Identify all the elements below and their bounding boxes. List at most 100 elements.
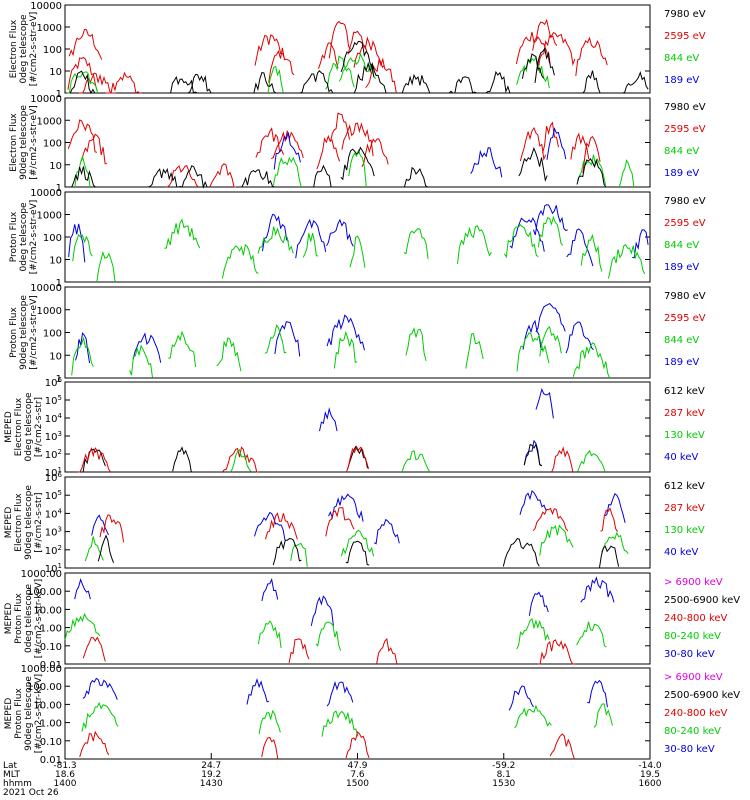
data-trace [570, 132, 590, 160]
legend-entry: 844 eV [664, 240, 699, 251]
data-trace [502, 538, 540, 567]
data-trace [345, 730, 370, 759]
legend-entry: 287 keV [664, 503, 705, 514]
data-trace [71, 336, 94, 376]
data-trace [254, 34, 285, 66]
data-trace [549, 733, 575, 760]
data-trace [340, 146, 375, 181]
data-trace [172, 446, 192, 473]
data-trace [537, 215, 564, 248]
data-trace [74, 577, 91, 600]
data-trace [326, 314, 365, 351]
data-trace [221, 244, 259, 279]
data-trace [622, 71, 649, 94]
x-tick-label: 8.1 [497, 770, 511, 780]
data-trace [261, 577, 279, 602]
data-trace [521, 53, 545, 79]
y-tick-label: 102 [45, 544, 62, 557]
data-trace [535, 302, 566, 333]
data-trace [618, 159, 635, 188]
data-trace [535, 387, 554, 419]
y-tick-label: 10 [49, 161, 62, 172]
data-trace [271, 130, 304, 160]
data-trace [347, 445, 368, 470]
y-tick-label: 10 [49, 67, 62, 78]
y-tick-label: 103 [45, 526, 62, 539]
data-trace [79, 730, 110, 758]
legend-entry: 2595 eV [664, 124, 706, 135]
panel-frame [64, 286, 651, 379]
y-axis-label: Proton Flux [14, 593, 24, 644]
data-trace [577, 449, 606, 473]
y-axis-label: 90deg telescope [19, 105, 29, 180]
y-tick-label: 1 [56, 278, 62, 289]
x-tick-label: 7.6 [350, 770, 365, 780]
y-axis-label: MEPED [4, 411, 14, 443]
x-tick-label: 24.7 [201, 761, 221, 771]
data-trace [258, 709, 281, 735]
legend-entry: 2595 eV [664, 218, 706, 229]
y-tick-label: 106 [45, 376, 63, 389]
data-trace [328, 493, 364, 522]
panel-frame [64, 97, 651, 188]
y-tick-label: 104 [45, 412, 63, 425]
legend-entry: 189 eV [664, 75, 699, 86]
data-trace [516, 56, 550, 89]
y-tick-label: 10.00 [33, 700, 62, 711]
data-trace [353, 36, 385, 69]
data-trace [340, 529, 375, 557]
data-trace [165, 164, 199, 188]
legend-entry: > 6900 keV [664, 577, 723, 588]
data-trace [352, 61, 387, 94]
y-tick-label: 1000 [37, 116, 62, 127]
date-label: 2021 Oct 26 [3, 788, 59, 798]
data-trace [532, 18, 558, 51]
data-trace [132, 332, 162, 363]
legend-entry: 2595 eV [664, 313, 706, 324]
data-trace [580, 233, 603, 272]
y-tick-label: 100 [43, 45, 62, 56]
data-trace [78, 446, 111, 473]
data-trace [326, 218, 354, 247]
data-trace [67, 119, 98, 153]
data-trace [84, 536, 104, 562]
legend-entry: 844 eV [664, 53, 699, 64]
data-trace [345, 540, 370, 566]
data-trace [599, 545, 620, 568]
y-axis-label: 90deg telescope [19, 295, 29, 370]
data-trace [465, 333, 484, 369]
y-tick-label: 1 [56, 183, 62, 194]
legend-entry: 189 eV [664, 168, 699, 179]
y-tick-label: 0.01 [40, 755, 62, 766]
y-axis-label: [#/cm2-s-str-eV] [29, 200, 39, 275]
y-tick-label: 100 [43, 139, 62, 150]
data-trace [365, 57, 397, 93]
y-tick-label: 1.00 [40, 719, 62, 730]
data-trace [328, 20, 351, 59]
data-trace [129, 344, 153, 378]
y-axis-label: 90deg telescope [24, 485, 34, 560]
data-trace [532, 507, 569, 532]
y-tick-label: 1000 [37, 211, 62, 222]
legend-entry: 189 eV [664, 262, 699, 273]
data-trace [310, 595, 334, 627]
panel-frame [64, 572, 651, 665]
data-trace [222, 446, 259, 473]
data-trace [470, 147, 503, 178]
data-trace [81, 701, 119, 732]
data-trace [264, 324, 287, 354]
data-trace [72, 233, 93, 262]
legend-entry: 7980 eV [664, 9, 706, 20]
y-axis-label: [#/cm2-s-str-eV] [29, 12, 39, 87]
y-tick-label: 0.10 [40, 737, 62, 748]
data-trace [345, 445, 370, 473]
data-trace [532, 204, 568, 236]
data-trace [401, 449, 431, 473]
data-trace [290, 543, 308, 567]
data-trace [537, 31, 576, 71]
legend-entry: 612 keV [664, 386, 705, 397]
y-tick-label: 100.00 [27, 587, 62, 598]
y-axis-label: Proton Flux [14, 688, 24, 739]
data-trace [523, 443, 542, 467]
